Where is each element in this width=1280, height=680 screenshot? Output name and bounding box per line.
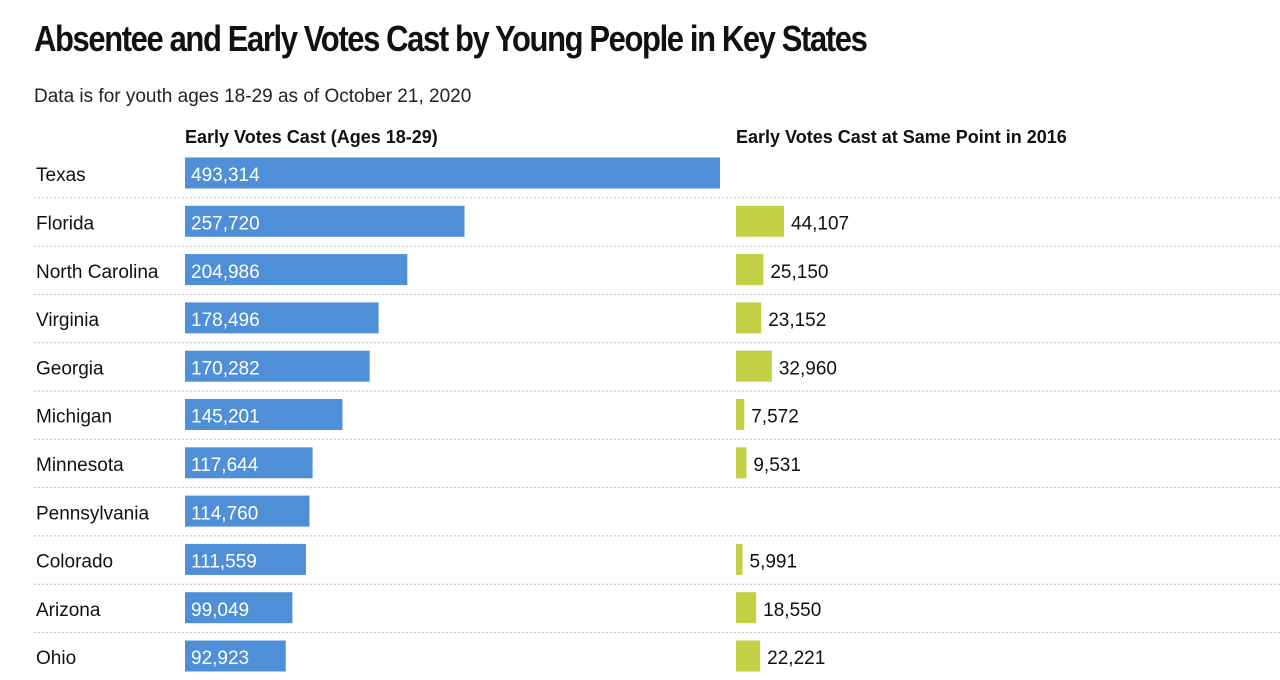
data-label-2020-pennsylvania: 114,760: [191, 503, 258, 524]
state-label-minnesota: Minnesota: [36, 455, 124, 476]
data-label-2020-virginia: 178,496: [191, 310, 260, 331]
bar-2016-north-carolina: [736, 254, 764, 286]
state-label-arizona: Arizona: [36, 600, 101, 621]
data-label-2016-florida: 44,107: [791, 213, 849, 234]
data-label-2016-ohio: 22,221: [767, 648, 825, 669]
state-label-michigan: Michigan: [36, 407, 112, 428]
bar-2016-georgia: [736, 350, 772, 382]
bar-2016-florida: [736, 205, 784, 237]
state-label-colorado: Colorado: [36, 552, 113, 573]
state-label-florida: Florida: [36, 213, 95, 234]
bar-2020-virginia: [185, 302, 379, 334]
data-label-2020-michigan: 145,201: [191, 407, 260, 428]
bar-2016-ohio: [736, 640, 761, 672]
bar-2020-ohio: [185, 640, 286, 672]
chart-title: Absentee and Early Votes Cast by Young P…: [34, 18, 868, 59]
bar-2020-north-carolina: [185, 254, 408, 286]
bar-2016-arizona: [736, 592, 757, 624]
data-label-2016-michigan: 7,572: [751, 407, 799, 428]
bar-2016-colorado: [736, 543, 743, 575]
bar-2020-colorado: [185, 543, 306, 575]
column-header-2020: Early Votes Cast (Ages 18-29): [185, 127, 438, 147]
bar-2020-texas: [185, 157, 720, 189]
data-label-2020-arizona: 99,049: [191, 600, 249, 621]
data-label-2016-virginia: 23,152: [768, 310, 826, 331]
bar-2020-minnesota: [185, 447, 313, 479]
bar-2020-arizona: [185, 592, 293, 624]
state-label-georgia: Georgia: [36, 358, 104, 379]
data-label-2016-arizona: 18,550: [763, 600, 821, 621]
chart-subtitle: Data is for youth ages 18-29 as of Octob…: [34, 86, 472, 107]
data-label-2020-florida: 257,720: [191, 213, 260, 234]
data-label-2020-ohio: 92,923: [191, 648, 249, 669]
bar-2020-michigan: [185, 399, 343, 430]
data-label-2016-georgia: 32,960: [779, 358, 837, 379]
bar-2020-florida: [185, 205, 465, 237]
state-label-virginia: Virginia: [36, 310, 99, 331]
data-label-2020-texas: 493,314: [191, 165, 260, 186]
state-label-north-carolina: North Carolina: [36, 262, 159, 283]
data-label-2020-minnesota: 117,644: [191, 455, 259, 476]
data-label-2020-north-carolina: 204,986: [191, 262, 260, 283]
data-label-2016-colorado: 5,991: [750, 552, 798, 573]
column-header-2016: Early Votes Cast at Same Point in 2016: [736, 127, 1067, 147]
state-label-ohio: Ohio: [36, 648, 76, 669]
data-label-2020-georgia: 170,282: [191, 358, 260, 379]
bar-2016-minnesota: [736, 447, 747, 479]
data-label-2016-north-carolina: 25,150: [770, 262, 828, 283]
bar-2020-pennsylvania: [185, 495, 310, 527]
state-label-texas: Texas: [36, 165, 86, 186]
data-label-2020-colorado: 111,559: [191, 552, 257, 573]
bar-2016-virginia: [736, 302, 762, 334]
state-label-pennsylvania: Pennsylvania: [36, 503, 149, 524]
bar-2020-georgia: [185, 350, 370, 382]
data-label-2016-minnesota: 9,531: [753, 455, 801, 476]
bar-2016-michigan: [736, 399, 745, 430]
